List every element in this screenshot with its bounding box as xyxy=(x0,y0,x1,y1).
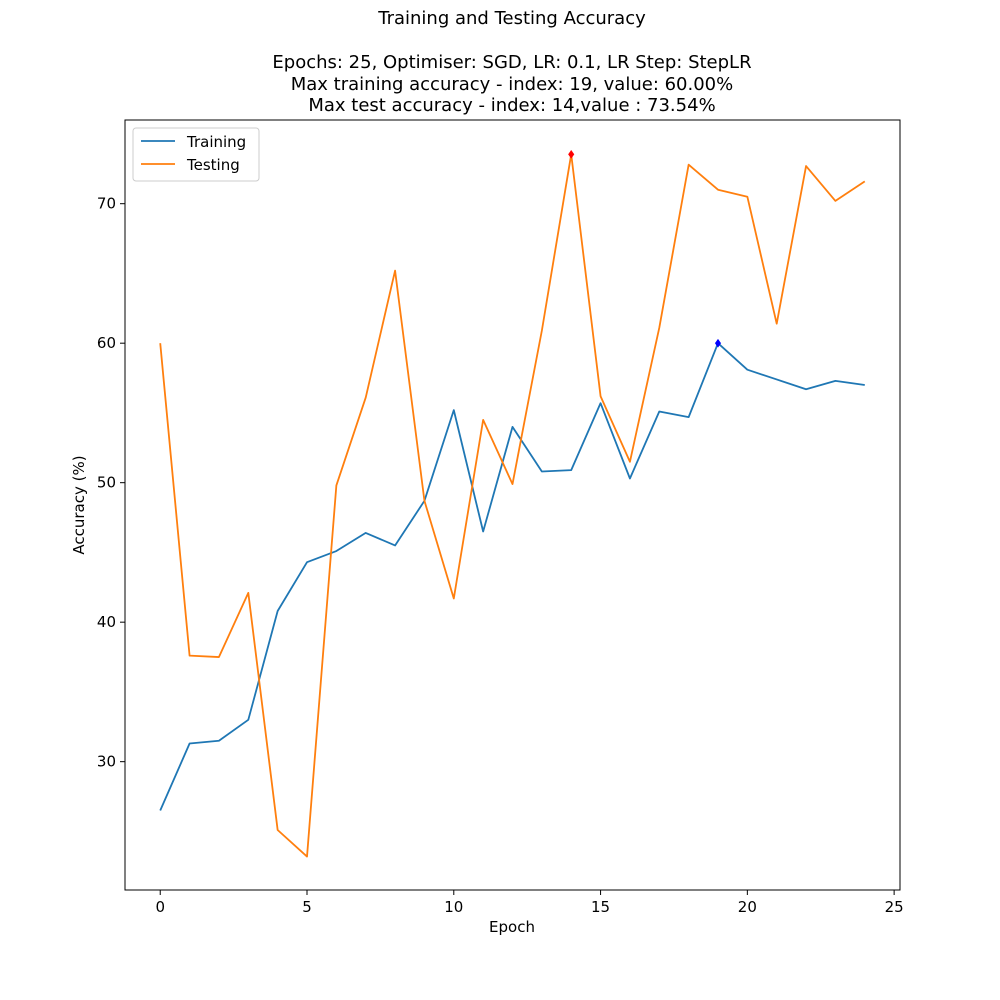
series-lines xyxy=(159,153,866,858)
y-tick-label: 30 xyxy=(97,753,116,771)
chart-title: Training and Testing Accuracy xyxy=(377,8,646,29)
series-line-training xyxy=(159,342,865,811)
x-tick-label: 20 xyxy=(738,898,757,916)
chart-subtitle-line-1: Epochs: 25, Optimiser: SGD, LR: 0.1, LR … xyxy=(272,52,751,73)
chart-subtitle-line-2: Max training accuracy - index: 19, value… xyxy=(291,74,734,95)
x-tick-label: 10 xyxy=(444,898,463,916)
x-tick-label: 25 xyxy=(885,898,904,916)
max-marker-testing xyxy=(568,149,575,159)
max-markers xyxy=(568,149,722,348)
y-tick-label: 50 xyxy=(97,474,116,492)
y-axis-label: Accuracy (%) xyxy=(70,455,88,554)
y-tick-label: 40 xyxy=(97,613,116,631)
axis-ticks: 0 5 10 15 20 25 30 40 50 60 70 xyxy=(97,195,904,916)
x-tick-label: 0 xyxy=(155,898,165,916)
x-axis-label: Epoch xyxy=(489,918,535,936)
y-tick-label: 70 xyxy=(97,195,116,213)
series-line-testing xyxy=(159,153,866,858)
y-tick-label: 60 xyxy=(97,334,116,352)
legend-label-testing: Testing xyxy=(186,156,240,174)
plot-area-frame xyxy=(124,119,901,891)
x-tick-label: 15 xyxy=(591,898,610,916)
legend: Training Testing xyxy=(132,127,260,182)
chart-subtitle-line-3: Max test accuracy - index: 14,value : 73… xyxy=(308,95,715,116)
legend-label-training: Training xyxy=(186,133,246,151)
x-tick-label: 5 xyxy=(302,898,312,916)
max-marker-training xyxy=(714,338,722,348)
